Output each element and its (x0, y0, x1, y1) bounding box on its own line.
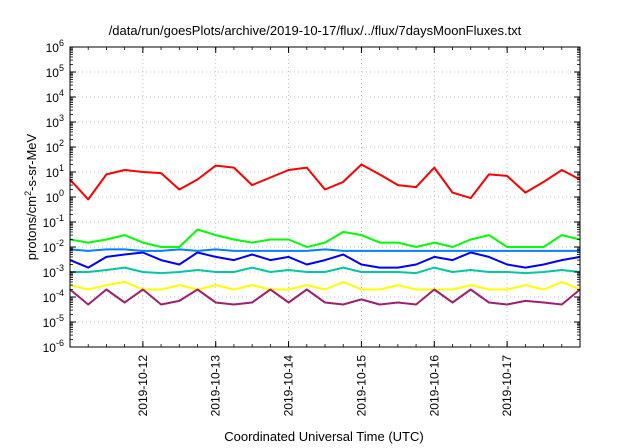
y-tick-base: 10 (46, 166, 60, 180)
y-tick-exponent: 5 (59, 63, 64, 73)
y-tick-label: 10-6 (43, 338, 64, 355)
y-tick-base: 10 (43, 241, 57, 255)
y-tick-base: 10 (46, 91, 60, 105)
y-tick-exponent: 2 (59, 138, 64, 148)
y-tick-exponent: -1 (56, 213, 64, 223)
y-tick-label: 103 (46, 113, 64, 130)
y-tick-exponent: 6 (59, 38, 64, 48)
y-tick-label: 10-2 (43, 238, 64, 255)
y-tick-exponent: -2 (56, 238, 64, 248)
series-line-1 (69, 163, 581, 201)
y-tick-label: 102 (46, 138, 64, 155)
x-axis-label: Coordinated Universal Time (UTC) (224, 429, 423, 444)
y-tick-base: 10 (46, 116, 60, 130)
y-tick-base: 10 (43, 316, 57, 330)
y-tick-exponent: -5 (56, 313, 64, 323)
y-tick-base: 10 (43, 341, 57, 355)
y-tick-exponent: -4 (56, 288, 64, 298)
y-axis-label-part2: -s-sr-MeV (24, 133, 39, 190)
y-axis-ticks: 10-610-510-410-310-210-11001011021031041… (43, 38, 580, 355)
x-tick-label: 2019-10-14 (282, 355, 296, 417)
y-tick-label: 104 (46, 88, 64, 105)
series-line-4 (69, 248, 580, 252)
series-lines (69, 163, 581, 306)
y-tick-exponent: -3 (56, 263, 64, 273)
x-tick-label: 2019-10-12 (136, 355, 150, 417)
y-tick-exponent: 1 (59, 163, 64, 173)
y-tick-base: 10 (46, 41, 60, 55)
y-tick-exponent: 0 (59, 188, 64, 198)
y-tick-label: 101 (46, 163, 64, 180)
y-tick-label: 10-1 (43, 213, 64, 230)
y-tick-exponent: -6 (56, 338, 64, 348)
y-tick-base: 10 (46, 191, 60, 205)
y-tick-base: 10 (43, 291, 57, 305)
y-tick-base: 10 (43, 216, 57, 230)
series-line-6 (69, 280, 581, 291)
y-tick-label: 10-3 (43, 263, 64, 280)
y-axis-label-part1: protons/cm (24, 196, 39, 260)
series-line-2 (69, 228, 581, 248)
chart-title: /data/run/goesPlots/archive/2019-10-17/f… (109, 23, 522, 38)
y-tick-label: 10-5 (43, 313, 64, 330)
y-tick-label: 10-4 (43, 288, 64, 305)
series-line-3 (69, 251, 581, 269)
series-line-7 (69, 288, 581, 306)
y-tick-exponent: 4 (59, 88, 64, 98)
y-tick-label: 106 (46, 38, 64, 55)
y-tick-label: 100 (46, 188, 64, 205)
y-tick-base: 10 (43, 266, 57, 280)
x-tick-label: 2019-10-13 (209, 355, 223, 417)
y-axis-label-sup: 2 (23, 191, 33, 196)
x-tick-label: 2019-10-16 (427, 355, 441, 417)
x-axis-ticks: 2019-10-12 2019-10-13 2019-10-14 2019-10-15… (69, 47, 581, 417)
y-tick-base: 10 (46, 66, 60, 80)
series-line-5 (70, 266, 581, 275)
y-axis-label: protons/cm2-s-sr-MeV (23, 133, 39, 260)
y-tick-label: 105 (46, 63, 64, 80)
x-tick-label: 2019-10-15 (354, 355, 368, 417)
x-tick-label: 2019-10-17 (500, 355, 514, 417)
y-tick-exponent: 3 (59, 113, 64, 123)
y-tick-base: 10 (46, 141, 60, 155)
